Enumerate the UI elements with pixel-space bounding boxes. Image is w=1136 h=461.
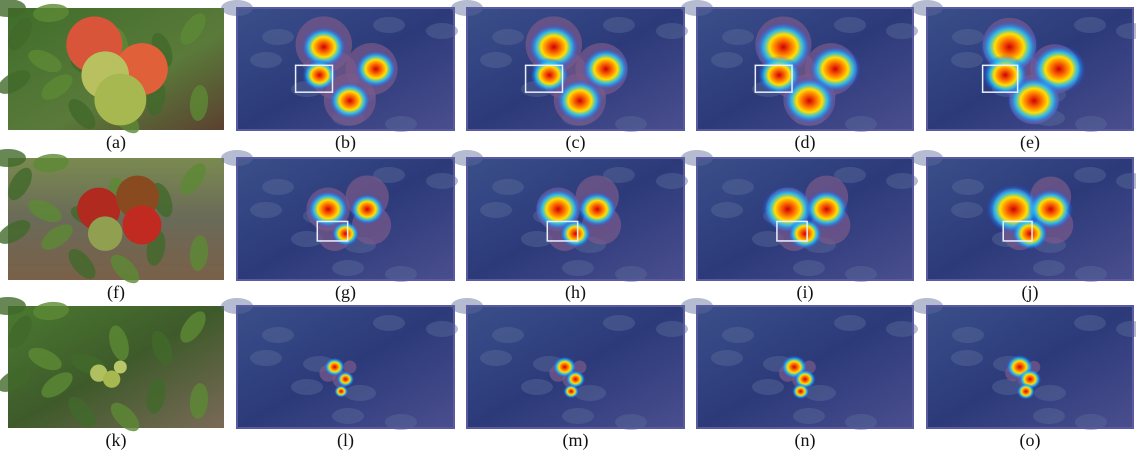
shadow-leaf	[562, 408, 594, 424]
shadow-leaf	[480, 350, 512, 366]
tomato	[103, 371, 120, 388]
shadow-leaf	[250, 52, 282, 68]
shadow-leaf	[480, 202, 512, 218]
photo	[0, 149, 224, 288]
heat-spot	[578, 192, 617, 227]
heat-spot	[334, 385, 348, 397]
shadow-leaf	[711, 52, 743, 68]
shadow-leaf	[480, 52, 512, 68]
tomato	[94, 74, 146, 126]
tomato	[122, 206, 161, 245]
panel-label: (g)	[335, 282, 356, 303]
heat-spot	[788, 218, 823, 249]
heatmap	[911, 150, 1136, 282]
panel-label: (i)	[797, 282, 814, 303]
heatmap	[681, 150, 918, 282]
panel-label: (j)	[1022, 282, 1039, 303]
photo	[0, 0, 224, 138]
shadow-leaf	[332, 408, 364, 424]
shadow-leaf	[1033, 408, 1065, 424]
heat-spot	[563, 384, 579, 398]
panel-label: (b)	[335, 132, 356, 153]
shadow-leaf	[1074, 17, 1106, 33]
panel-label: (h)	[565, 282, 586, 303]
shadow-leaf	[562, 260, 594, 276]
heatmap	[221, 298, 458, 430]
shadow-leaf	[952, 327, 984, 343]
panel-label: (l)	[337, 430, 354, 451]
heatmap	[221, 150, 458, 282]
shadow-leaf	[793, 260, 825, 276]
panel-label: (o)	[1020, 430, 1041, 451]
shadow-leaf	[603, 315, 635, 331]
heat-spot	[983, 55, 1028, 96]
heat-spot	[1012, 217, 1048, 250]
heat-spot	[1017, 383, 1035, 399]
shadow-leaf	[1034, 385, 1066, 401]
shadow-leaf	[250, 202, 282, 218]
heatmap	[681, 298, 918, 430]
shadow-leaf	[262, 327, 294, 343]
heat-spot	[350, 194, 385, 225]
shadow-leaf	[1074, 315, 1106, 331]
panel-label: (d)	[795, 132, 816, 153]
tomato	[88, 216, 123, 251]
shadow-leaf	[722, 327, 754, 343]
shadow-leaf	[262, 179, 294, 195]
shadow-leaf	[752, 379, 784, 395]
shadow-leaf	[793, 408, 825, 424]
shadow-leaf	[951, 202, 983, 218]
panel-label: (a)	[106, 132, 126, 153]
heatmap	[451, 298, 688, 430]
shadow-leaf	[722, 179, 754, 195]
shadow-leaf	[291, 379, 323, 395]
heatmap	[221, 0, 458, 132]
heat-spot	[337, 371, 354, 387]
shadow-leaf	[711, 350, 743, 366]
photo	[0, 297, 224, 436]
shadow-leaf	[492, 29, 524, 45]
shadow-leaf	[521, 379, 553, 395]
panel-label: (f)	[107, 282, 125, 303]
heat-spot	[302, 59, 337, 90]
heat-spot	[332, 221, 360, 246]
shadow-leaf	[952, 29, 984, 45]
shadow-leaf	[603, 17, 635, 33]
panel-label: (m)	[563, 430, 589, 451]
shadow-leaf	[492, 327, 524, 343]
shadow-leaf	[1074, 167, 1106, 183]
heat-spot	[757, 56, 800, 95]
shadow-leaf	[834, 315, 866, 331]
heat-spot	[355, 50, 397, 87]
panel-label: (c)	[566, 132, 586, 153]
shadow-leaf	[373, 17, 405, 33]
panel-label: (k)	[106, 430, 127, 451]
tomato	[114, 361, 127, 374]
shadow-leaf	[951, 52, 983, 68]
heatmap	[451, 0, 688, 132]
heatmap	[911, 298, 1136, 430]
shadow-leaf	[332, 260, 364, 276]
heatmap	[911, 0, 1136, 132]
heat-spot	[560, 220, 591, 248]
shadow-leaf	[373, 315, 405, 331]
heat-spot	[792, 384, 809, 400]
shadow-leaf	[951, 350, 983, 366]
heatmap	[681, 0, 918, 132]
shadow-leaf	[834, 17, 866, 33]
shadow-leaf	[952, 179, 984, 195]
heatmap	[451, 150, 688, 282]
figure: (a) (b) (c) (d) (e) (f) (g) (h) (i) (j) (k) (l) (m) (…	[0, 0, 1136, 461]
shadow-leaf	[722, 29, 754, 45]
panel-label: (n)	[795, 430, 816, 451]
shadow-leaf	[492, 179, 524, 195]
panel-label: (e)	[1020, 132, 1040, 153]
shadow-leaf	[250, 350, 282, 366]
shadow-leaf	[262, 29, 294, 45]
shadow-leaf	[344, 385, 376, 401]
shadow-leaf	[711, 202, 743, 218]
heat-spot	[329, 82, 371, 119]
shadow-leaf	[1033, 260, 1065, 276]
